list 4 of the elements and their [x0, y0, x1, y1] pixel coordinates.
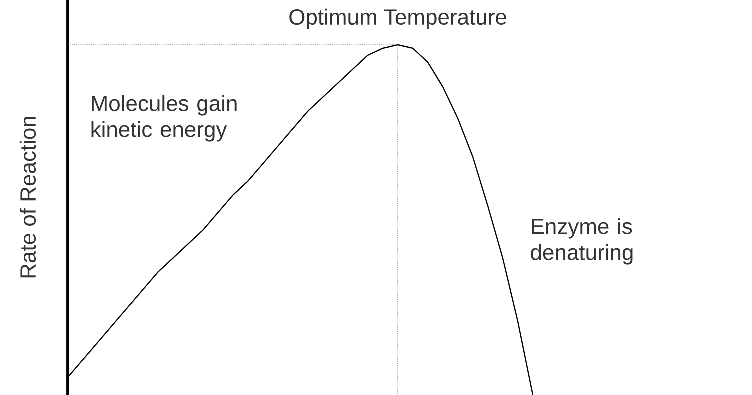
annotation: Enzyme is denaturing — [531, 218, 633, 265]
y-axis-title: Rate of Reaction — [20, 117, 36, 278]
annotation: Molecules gain kinetic energy — [92, 95, 237, 142]
annotation: Optimum Temperature — [290, 8, 506, 30]
